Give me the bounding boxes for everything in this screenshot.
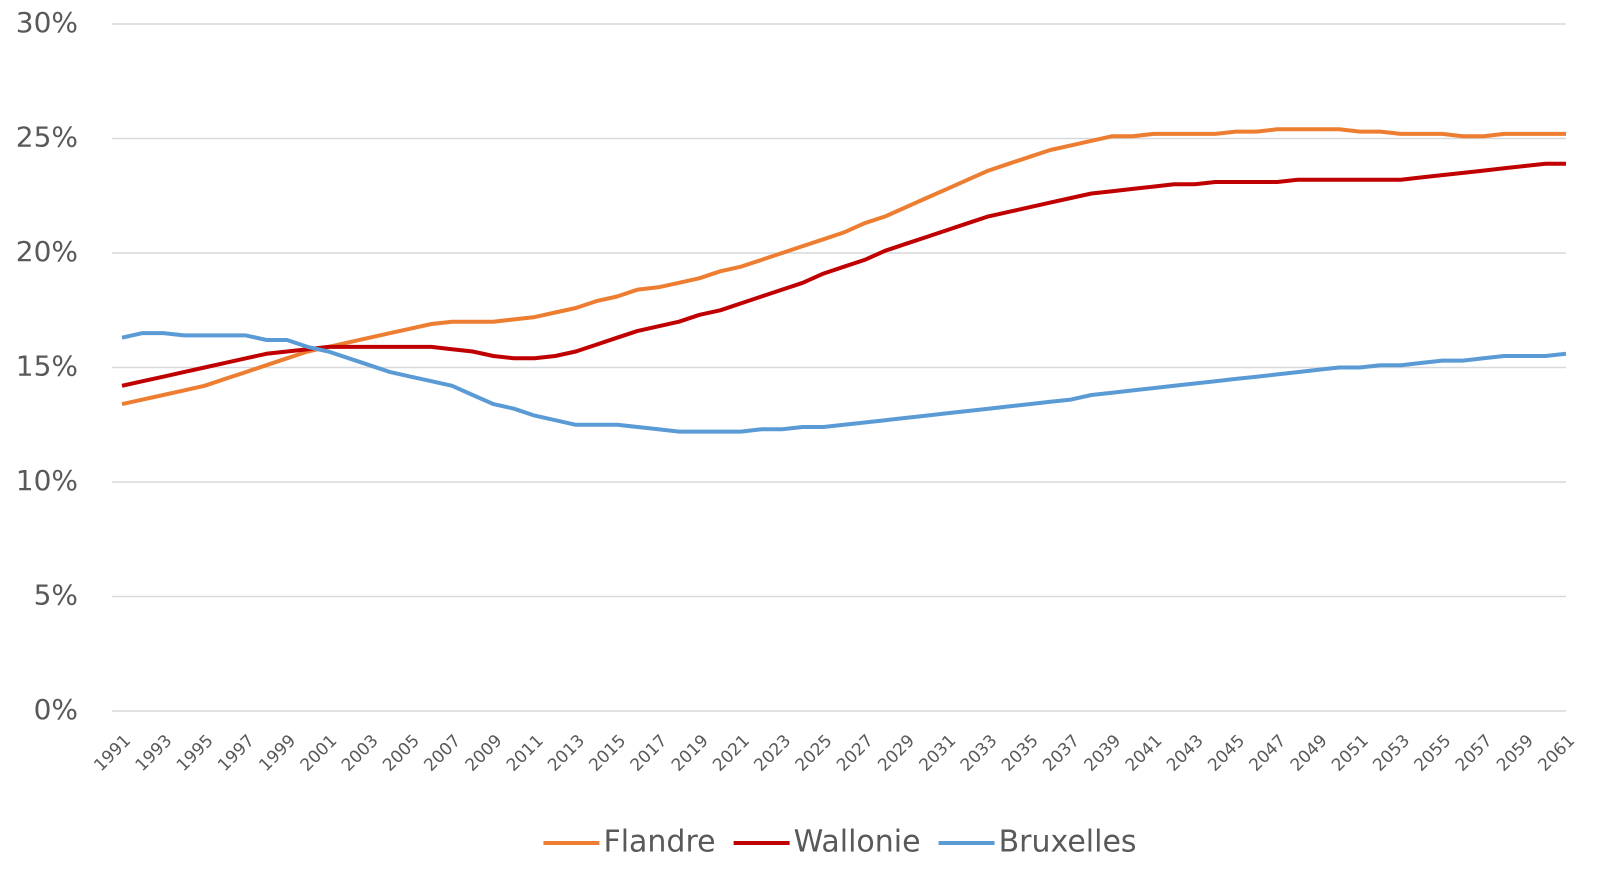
x-tick-label: 1995 — [173, 731, 218, 776]
x-tick-label: 2039 — [1081, 731, 1126, 776]
x-tick-label: 2015 — [585, 731, 630, 776]
x-tick-label: 1991 — [90, 731, 135, 776]
series-line — [121, 127, 1566, 407]
x-tick-label: 2045 — [1204, 731, 1249, 776]
y-tick-label: 30% — [16, 6, 78, 39]
x-tick-label: 2033 — [957, 731, 1002, 776]
x-tick-label: 1999 — [255, 731, 300, 776]
x-tick-label: 2043 — [1163, 731, 1208, 776]
x-tick-label: 2007 — [420, 731, 465, 776]
x-tick-label: 2035 — [998, 731, 1043, 776]
x-tick-label: 1993 — [132, 731, 177, 776]
x-tick-label: 2009 — [462, 731, 507, 776]
legend-label: Wallonie — [794, 825, 921, 860]
legend-label: Bruxelles — [999, 825, 1137, 860]
x-tick-label: 1997 — [214, 731, 259, 776]
x-tick-label: 2041 — [1122, 731, 1167, 776]
x-tick-label: 2059 — [1493, 731, 1538, 776]
y-tick-label: 25% — [16, 121, 78, 154]
x-tick-label: 2055 — [1411, 731, 1456, 776]
x-tick-label: 2023 — [750, 731, 795, 776]
x-tick-label: 2025 — [792, 731, 837, 776]
series-line — [121, 161, 1566, 388]
y-tick-label: 10% — [16, 464, 78, 497]
x-tick-label: 2027 — [833, 731, 878, 776]
legend-label: Flandre — [603, 825, 715, 860]
x-tick-label: 2011 — [503, 731, 548, 776]
x-tick-label: 2029 — [874, 731, 919, 776]
y-tick-label: 5% — [34, 579, 78, 612]
x-tick-label: 2005 — [379, 731, 424, 776]
y-tick-label: 0% — [34, 693, 78, 726]
x-tick-label: 2013 — [544, 731, 589, 776]
x-tick-label: 2053 — [1369, 731, 1414, 776]
x-tick-label: 2061 — [1534, 731, 1579, 776]
x-tick-label: 2037 — [1039, 731, 1084, 776]
x-tick-label: 2003 — [338, 731, 383, 776]
x-tick-label: 2051 — [1328, 731, 1373, 776]
x-tick-label: 2057 — [1452, 731, 1497, 776]
x-tick-label: 2019 — [668, 731, 713, 776]
x-tick-label: 2049 — [1287, 731, 1332, 776]
x-tick-label: 2021 — [709, 731, 754, 776]
series-line — [121, 331, 1567, 434]
x-tick-label: 2017 — [627, 731, 672, 776]
y-tick-label: 15% — [16, 350, 78, 383]
x-tick-label: 2047 — [1246, 731, 1291, 776]
x-tick-label: 2031 — [915, 731, 960, 776]
y-tick-label: 20% — [16, 235, 78, 268]
x-tick-label: 2001 — [297, 731, 342, 776]
